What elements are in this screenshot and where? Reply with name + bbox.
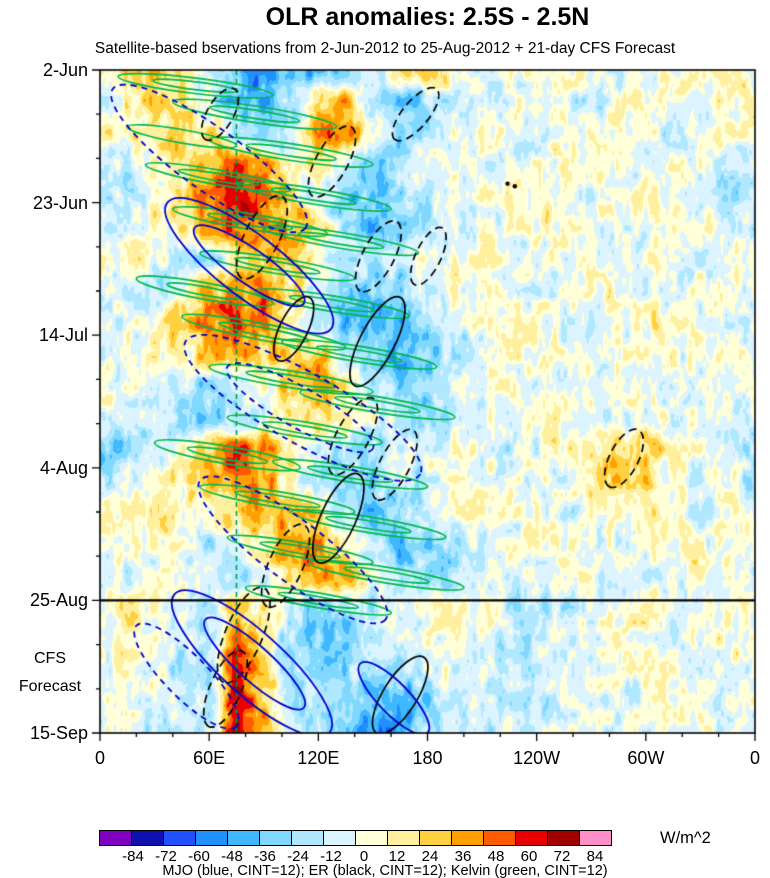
- colorbar-tick-label: -36: [254, 848, 276, 865]
- colorbar-segment: [227, 830, 260, 846]
- colorbar-tick-label: 24: [421, 848, 439, 865]
- colorbar-tick-label: 36: [454, 848, 472, 865]
- colorbar-tick-label: -84: [122, 848, 144, 865]
- colorbar-segment: [259, 830, 292, 846]
- colorbar: [99, 830, 612, 846]
- colorbar-segment: [195, 830, 228, 846]
- x-axis-tick-label: 180: [412, 748, 443, 768]
- colorbar-segment: [355, 830, 388, 846]
- cfs-label-line1: CFS: [34, 650, 66, 667]
- x-axis-tick-label: 0: [94, 748, 106, 768]
- y-axis-tick-label: 14-Jul: [38, 325, 88, 346]
- colorbar-segment: [451, 830, 484, 846]
- y-axis-tick-label: 15-Sep: [29, 723, 88, 743]
- colorbar-tick-label: 0: [359, 848, 369, 865]
- chart-title: OLR anomalies: 2.5S - 2.5N: [265, 3, 590, 31]
- colorbar-segment: [515, 830, 548, 846]
- colorbar-tick-label: 72: [553, 848, 571, 865]
- colorbar-tick-label: 60: [520, 848, 538, 865]
- y-axis-tick-label: 23-Jun: [32, 192, 88, 213]
- x-axis-tick-label: 60E: [193, 748, 226, 768]
- colorbar-segment: [483, 830, 516, 846]
- colorbar-tick-label: 84: [586, 848, 604, 865]
- colorbar-segment: [291, 830, 324, 846]
- x-axis-tick-label: 120W: [513, 748, 561, 768]
- colorbar-tick-label: -60: [188, 848, 210, 865]
- colorbar-tick-label: 12: [388, 848, 406, 865]
- x-axis-tick-label: 120E: [297, 748, 340, 768]
- y-axis-tick-label: 25-Aug: [29, 590, 88, 611]
- colorbar-segment: [323, 830, 356, 846]
- y-axis-tick-label: 4-Aug: [39, 457, 88, 478]
- colorbar-segment: [163, 830, 196, 846]
- legend-caption: MJO (blue, CINT=12); ER (black, CINT=12)…: [162, 863, 608, 878]
- chart-subtitle: Satellite-based bservations from 2-Jun-2…: [94, 40, 676, 57]
- x-axis-tick-label: 60W: [627, 748, 665, 768]
- colorbar-tick-label: -48: [221, 848, 243, 865]
- colorbar-tick-label: -72: [155, 848, 177, 865]
- x-axis-tick-label: 0: [749, 748, 761, 768]
- colorbar-segment: [579, 830, 612, 846]
- colorbar-tick-label: 48: [487, 848, 505, 865]
- colorbar-segment: [419, 830, 452, 846]
- colorbar-tick-label: -24: [287, 848, 309, 865]
- colorbar-segment: [387, 830, 420, 846]
- colorbar-segment: [547, 830, 580, 846]
- cfs-label-line2: Forecast: [18, 678, 82, 695]
- colorbar-segment: [131, 830, 164, 846]
- colorbar-segment: [99, 830, 132, 846]
- y-axis-tick-label: 2-Jun: [42, 60, 88, 80]
- units-label: W/m^2: [660, 829, 711, 847]
- colorbar-tick-label: -12: [320, 848, 342, 865]
